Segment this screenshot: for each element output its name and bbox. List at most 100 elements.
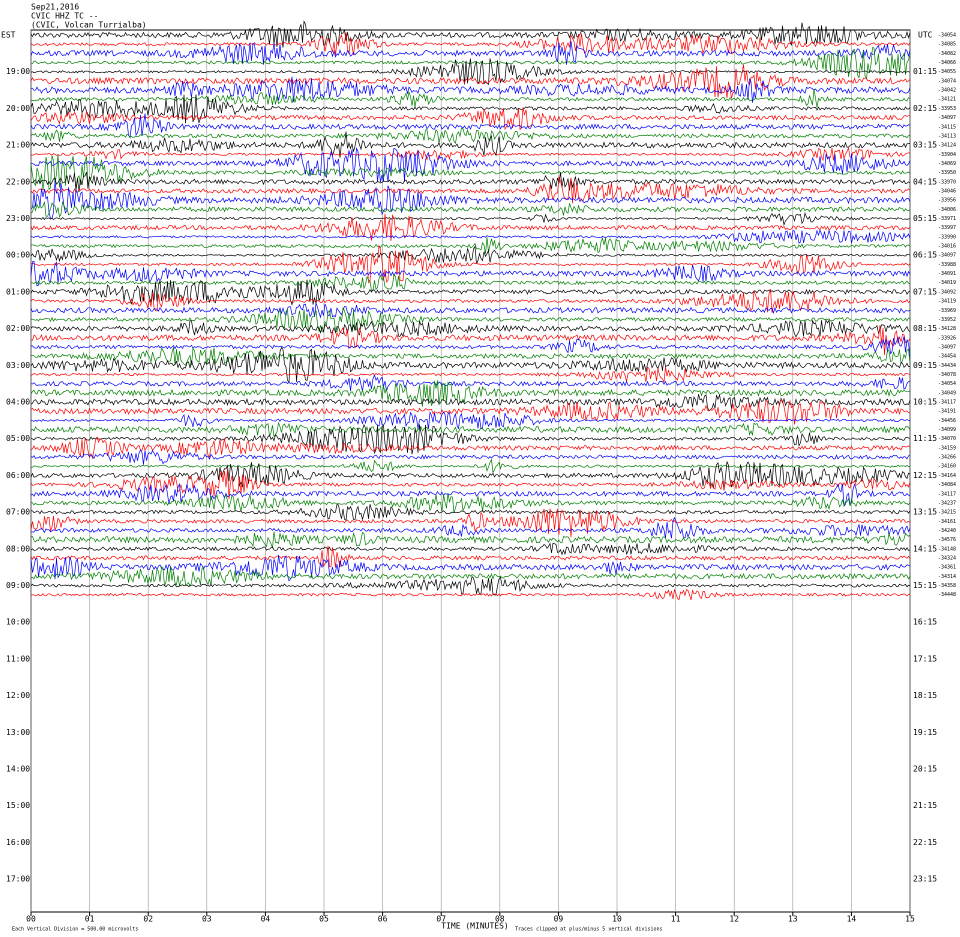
trace-label: -34148	[938, 546, 956, 552]
left-hour-label: 11:00	[6, 654, 30, 663]
trace-label: -34019	[938, 280, 956, 286]
trace	[30, 181, 911, 219]
trace	[30, 482, 911, 507]
trace	[30, 245, 910, 264]
x-tick-label: 11	[671, 915, 681, 924]
trace-label: -33997	[938, 225, 956, 231]
left-hour-label: 07:00	[6, 508, 30, 517]
right-hour-label: 11:15	[913, 434, 937, 443]
x-tick-label: 05	[319, 915, 329, 924]
trace-label: -34078	[938, 372, 956, 378]
trace	[30, 575, 911, 596]
trace-label: -33950	[938, 170, 956, 176]
trace	[30, 279, 911, 306]
right-hour-label: 18:15	[913, 691, 937, 700]
header-line: (CVIC, Volcan Turrialba)	[31, 21, 147, 30]
trace-label: -34117	[938, 491, 956, 497]
right-hour-label: 02:15	[913, 104, 937, 113]
left-hour-label: 00:00	[6, 251, 30, 260]
left-hour-label: 02:00	[6, 324, 30, 333]
trace	[30, 366, 911, 383]
left-hour-label: 05:00	[6, 434, 30, 443]
trace-label: -34191	[938, 409, 956, 415]
trace	[30, 566, 911, 588]
x-axis-label: TIME (MINUTES)	[441, 922, 508, 931]
trace-label: -34084	[938, 482, 956, 488]
trace-label: -34128	[938, 326, 956, 332]
left-hour-label: 08:00	[6, 544, 30, 553]
x-tick-label: 00	[26, 915, 36, 924]
right-hour-label: 01:15	[913, 67, 937, 76]
right-hour-label: 03:15	[913, 141, 937, 150]
right-hour-label: 19:15	[913, 728, 937, 737]
trace-label: -34454	[938, 354, 956, 360]
trace-label: -33971	[938, 216, 956, 222]
trace-label: -34097	[938, 253, 956, 259]
trace-label: -34097	[938, 115, 956, 121]
trace-label: -34066	[938, 60, 956, 66]
trace	[30, 503, 911, 521]
trace	[30, 531, 911, 549]
right-hour-label: 06:15	[913, 251, 937, 260]
footer-right: Traces clipped at plus/minus 5 vertical …	[515, 927, 663, 933]
trace	[30, 176, 911, 204]
trace-label: -34240	[938, 528, 956, 534]
right-hour-label: 21:15	[913, 801, 937, 810]
trace-label: -34097	[938, 344, 956, 350]
trace	[30, 146, 911, 162]
trace-label: -34324	[938, 555, 956, 561]
trace	[31, 458, 911, 474]
x-tick-label: 03	[202, 915, 212, 924]
x-tick-label: 14	[847, 915, 857, 924]
trace	[30, 260, 911, 287]
trace-label: -34160	[938, 464, 956, 470]
trace-label: -34361	[938, 565, 956, 571]
left-hour-label: 16:00	[6, 838, 30, 847]
x-tick-label: 02	[143, 915, 153, 924]
trace	[30, 131, 910, 158]
trace	[30, 32, 911, 56]
trace	[30, 508, 911, 538]
trace	[30, 47, 911, 80]
trace	[30, 229, 911, 244]
left-hour-label: 23:00	[6, 214, 30, 223]
right-hour-label: 17:15	[913, 654, 937, 663]
trace	[30, 20, 911, 48]
trace	[30, 554, 911, 582]
x-tick-label: 12	[729, 915, 739, 924]
right-hour-label: 14:15	[913, 544, 937, 553]
x-tick-label: 15	[905, 915, 915, 924]
trace	[30, 436, 911, 460]
trace-label: -34042	[938, 88, 956, 94]
right-hour-label: 15:15	[913, 581, 937, 590]
trace-label: -34074	[938, 78, 956, 84]
trace	[30, 113, 911, 139]
trace	[30, 516, 911, 539]
trace-label: -34054	[938, 381, 956, 387]
trace-label: -34016	[938, 244, 956, 250]
trace	[30, 336, 911, 357]
trace	[30, 94, 911, 124]
right-hour-label: 16:15	[913, 618, 937, 627]
trace	[30, 346, 911, 384]
x-tick-label: 06	[378, 915, 388, 924]
left-hour-label: 06:00	[6, 471, 30, 480]
x-tick-label: 08	[495, 915, 505, 924]
trace	[30, 40, 911, 65]
left-hour-label: 21:00	[6, 141, 30, 150]
trace	[30, 588, 911, 601]
right-hour-label: 23:15	[913, 875, 937, 884]
trace-label: -34314	[938, 574, 956, 580]
trace	[30, 492, 911, 513]
left-hour-label: 17:00	[6, 875, 30, 884]
trace	[30, 319, 911, 338]
trace	[30, 306, 911, 333]
right-hour-label: 05:15	[913, 214, 937, 223]
trace	[30, 64, 911, 99]
right-hour-label: 07:15	[913, 287, 937, 296]
trace-label: -34576	[938, 537, 956, 543]
trace-label: -34046	[938, 188, 956, 194]
trace-label: -34091	[938, 271, 956, 277]
trace	[30, 374, 911, 392]
trace	[30, 244, 911, 284]
